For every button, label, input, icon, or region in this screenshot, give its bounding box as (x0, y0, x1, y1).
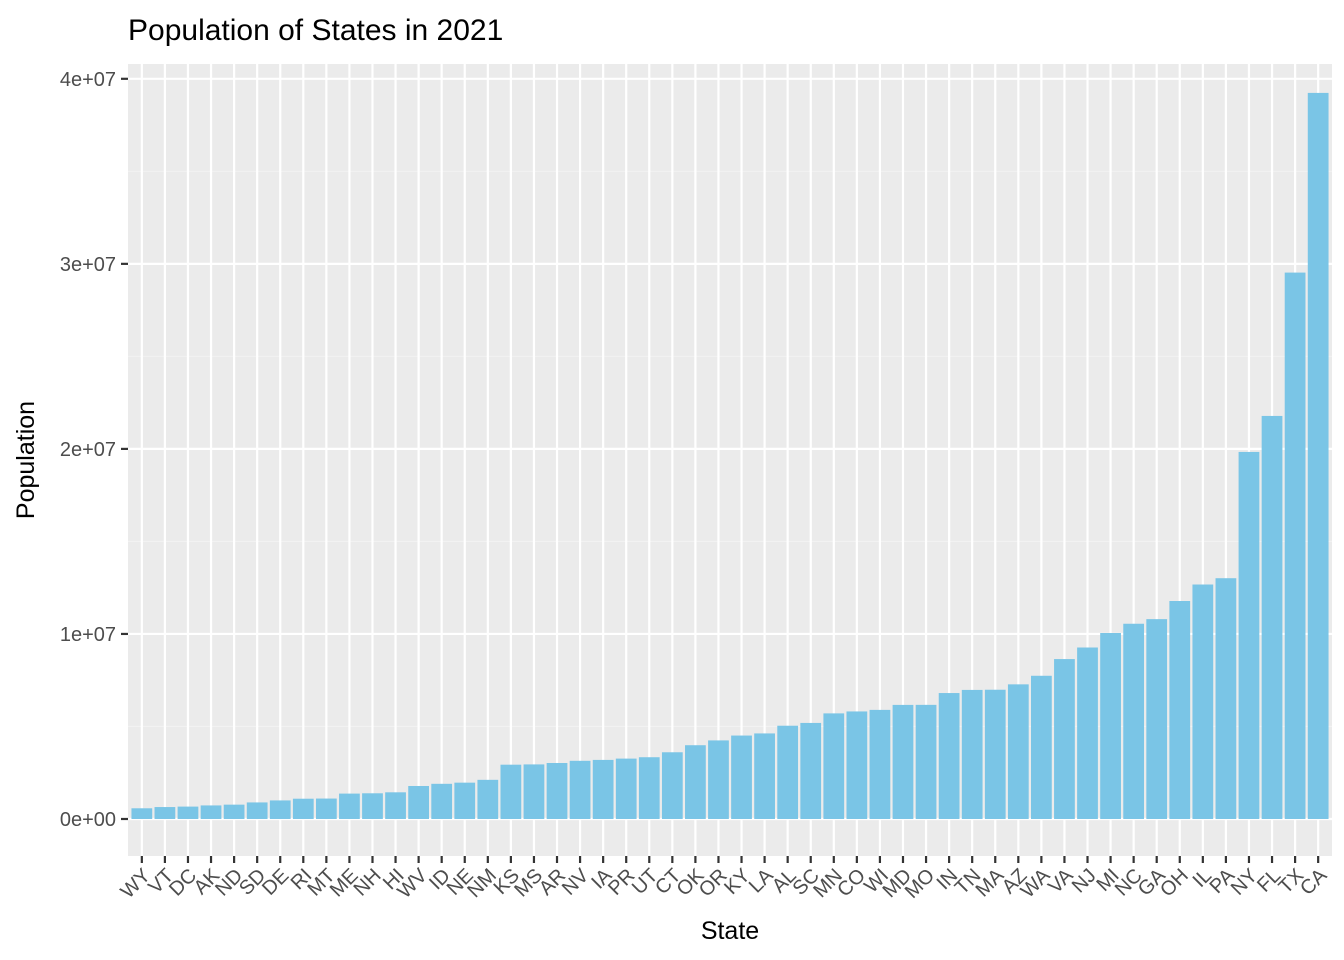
bar-ks (500, 764, 522, 819)
bar-ak (200, 805, 222, 819)
y-tick-label: 1e+07 (60, 624, 116, 646)
bar-nv (569, 760, 591, 819)
bar-ar (546, 762, 568, 819)
bar-mn (823, 713, 845, 819)
bar-pr (615, 758, 637, 819)
x-tick-label: CA (1296, 864, 1332, 900)
y-tick-label: 2e+07 (60, 439, 116, 461)
bar-dc (177, 806, 199, 819)
bar-md (892, 704, 914, 819)
x-tick-label: OH (1156, 865, 1193, 902)
bar-nj (1077, 647, 1098, 819)
bar-wy (131, 808, 153, 819)
bar-wa (1031, 675, 1052, 819)
bar-ky (731, 735, 752, 819)
x-tick-label: WV (393, 864, 432, 903)
bar-me (339, 793, 360, 819)
x-tick-label: NV (558, 864, 594, 900)
bar-nc (1123, 623, 1145, 819)
bar-ia (592, 759, 614, 819)
y-axis: 0e+00 1e+07 2e+07 3e+07 4e+07 (60, 69, 128, 831)
bar-nm (477, 779, 499, 819)
x-tick-label: DE (258, 865, 293, 900)
bar-ut (638, 757, 660, 819)
x-tick-label: MO (901, 865, 939, 903)
bar-il (1192, 584, 1214, 819)
bar-tx (1284, 272, 1306, 819)
bar-wi (869, 709, 891, 819)
bar-ga (1146, 619, 1168, 819)
y-tick-label: 4e+07 (60, 69, 116, 91)
bar-la (754, 733, 775, 819)
bar-sd (246, 802, 268, 819)
x-tick-label: NH (350, 865, 386, 901)
bar-mo (915, 704, 937, 819)
y-tick-label: 3e+07 (60, 254, 116, 276)
chart-title: Population of States in 2021 (128, 14, 503, 47)
bar-pa (1215, 578, 1237, 819)
bar-in (938, 693, 960, 819)
bar-fl (1261, 415, 1283, 819)
x-axis: WYVTDCAKNDSDDERIMTMENHHIWVIDNENMKSMSARNV… (117, 856, 1332, 903)
bars-layer (131, 92, 1329, 819)
bar-ct (661, 752, 683, 819)
x-axis-title: State (701, 917, 759, 945)
bar-ca (1307, 92, 1329, 819)
bar-va (1054, 659, 1075, 819)
bar-az (1007, 684, 1029, 819)
bar-oh (1169, 601, 1191, 819)
bar-id (431, 783, 453, 819)
bar-al (777, 725, 799, 819)
bar-de (269, 800, 291, 819)
bar-ri (292, 798, 314, 819)
bar-vt (154, 807, 176, 819)
bar-nd (223, 804, 245, 819)
y-tick-label: 0e+00 (60, 809, 116, 831)
bar-mi (1100, 633, 1121, 819)
bar-ms (523, 764, 545, 819)
bar-ny (1238, 451, 1260, 819)
bar-co (846, 711, 868, 819)
bar-ma (984, 689, 1006, 819)
bar-mt (315, 798, 337, 819)
bar-sc (800, 722, 822, 819)
bar-ok (685, 745, 706, 819)
bar-wv (408, 785, 429, 819)
bar-hi (385, 792, 406, 819)
bar-tn (961, 689, 983, 819)
y-axis-title: Population (12, 401, 40, 519)
bar-ne (454, 782, 476, 819)
bar-or (708, 740, 729, 819)
bar-nh (362, 793, 383, 819)
